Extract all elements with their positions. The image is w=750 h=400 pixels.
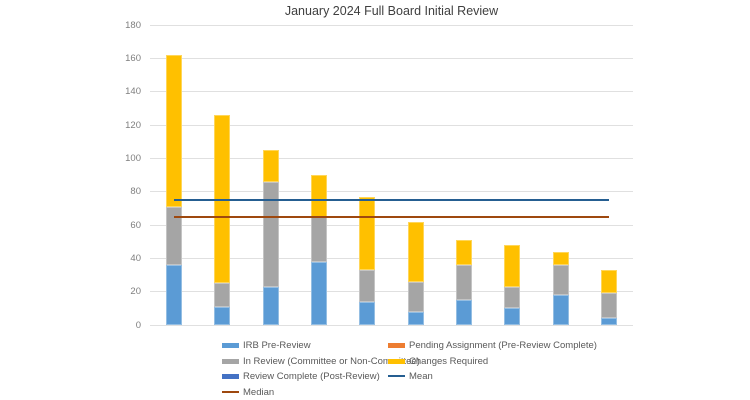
- bar-segment: [359, 301, 376, 325]
- bar-segment: [311, 261, 328, 325]
- bar-segment: [311, 175, 328, 217]
- mean-line: [174, 199, 609, 201]
- legend-swatch-icon: [222, 358, 239, 364]
- legend-swatch-icon: [388, 343, 405, 348]
- y-tick-label: 180: [125, 19, 141, 31]
- gridline: [150, 191, 633, 193]
- legend-swatch-icon: [222, 343, 239, 348]
- gridline: [150, 324, 633, 326]
- y-tick-label: 160: [125, 52, 141, 64]
- legend-label: In Review (Committee or Non-Committee): [243, 355, 420, 367]
- gridline: [150, 24, 633, 26]
- bar-segment: [214, 306, 231, 325]
- bar-segment: [504, 286, 521, 309]
- legend-swatch-icon: [388, 358, 405, 364]
- bar-segment: [359, 270, 376, 302]
- bar-segment: [455, 240, 472, 265]
- gridline: [150, 224, 633, 226]
- bar-segment: [552, 265, 569, 295]
- bar-segment: [214, 283, 231, 307]
- y-tick-label: 0: [135, 319, 141, 331]
- chart-title: January 2024 Full Board Initial Review: [284, 4, 499, 18]
- y-tick-label: 40: [130, 252, 141, 264]
- bar-segment: [407, 281, 424, 312]
- bar-segment: [262, 286, 279, 325]
- legend-label: Median: [243, 386, 275, 398]
- y-tick-label: 20: [130, 286, 141, 298]
- bar-segment: [407, 221, 424, 282]
- bar-segment: [166, 265, 183, 325]
- legend-line-icon: [388, 375, 405, 377]
- legend-line-icon: [222, 390, 239, 393]
- gridline: [150, 124, 633, 126]
- y-tick-label: 120: [125, 119, 141, 131]
- plot-area: [150, 24, 633, 326]
- bar-segment: [455, 265, 472, 300]
- legend-label: Mean: [409, 371, 433, 382]
- y-tick-label: 100: [125, 152, 141, 164]
- bar-segment: [262, 150, 279, 182]
- legend-label: Pending Assignment (Pre-Review Complete): [409, 340, 597, 351]
- y-tick-label: 60: [130, 219, 141, 231]
- gridline: [150, 157, 633, 159]
- gridline: [150, 257, 633, 259]
- gridline: [150, 291, 633, 293]
- bar-segment: [166, 206, 183, 265]
- y-tick-label: 140: [125, 86, 141, 98]
- bar-segment: [552, 251, 569, 265]
- bar-segment: [600, 318, 617, 325]
- legend-label: Review Complete (Post-Review): [243, 371, 380, 382]
- bar-segment: [600, 293, 617, 319]
- legend-swatch-icon: [222, 374, 239, 379]
- bar-segment: [262, 181, 279, 287]
- gridline: [150, 91, 633, 93]
- median-line: [174, 215, 609, 218]
- bar-segment: [359, 196, 376, 270]
- gridline: [150, 57, 633, 59]
- bar-segment: [504, 308, 521, 325]
- bar-segment: [504, 245, 521, 287]
- legend-label: Changes Required: [409, 355, 489, 367]
- bar-segment: [455, 300, 472, 325]
- bar-segment: [407, 311, 424, 325]
- legend-label: IRB Pre-Review: [243, 340, 311, 351]
- bar-segment: [600, 270, 617, 294]
- y-tick-label: 80: [130, 186, 141, 198]
- bar-segment: [311, 216, 328, 262]
- bar-segment: [166, 55, 183, 207]
- bar-segment: [552, 295, 569, 325]
